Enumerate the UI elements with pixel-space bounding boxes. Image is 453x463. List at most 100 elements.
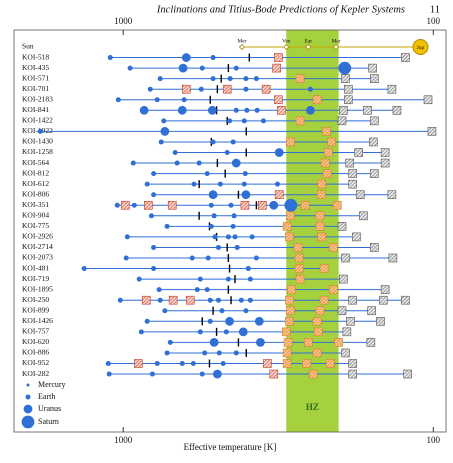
predicted-planet bbox=[285, 316, 294, 326]
planet bbox=[210, 55, 216, 61]
hz-label: HZ bbox=[306, 402, 319, 412]
legend-marker bbox=[23, 404, 33, 414]
solar-planet bbox=[332, 43, 340, 51]
planet bbox=[228, 202, 234, 208]
planet bbox=[306, 105, 315, 115]
planet bbox=[156, 287, 162, 293]
predicted-planet bbox=[294, 264, 304, 273]
planet bbox=[151, 171, 157, 177]
predicted-planet bbox=[295, 274, 305, 284]
predicted-planet bbox=[348, 295, 357, 305]
predicted-planet bbox=[261, 84, 271, 94]
predicted-planet bbox=[339, 106, 348, 115]
planet bbox=[174, 160, 180, 166]
predicted-planet bbox=[294, 253, 304, 263]
planet bbox=[127, 65, 133, 71]
predicted-planet bbox=[286, 211, 295, 221]
page-number: 11 bbox=[430, 4, 440, 15]
predicted-planet bbox=[329, 285, 338, 294]
row-label: KOI-282 bbox=[22, 369, 49, 378]
planet bbox=[202, 350, 208, 356]
predicted-planet bbox=[282, 222, 292, 231]
predicted-planet bbox=[346, 316, 355, 326]
predicted-planet bbox=[274, 190, 284, 199]
predicted-planet bbox=[319, 264, 329, 273]
planet bbox=[172, 150, 178, 155]
planet bbox=[205, 255, 211, 261]
planet bbox=[154, 97, 160, 103]
row-label: KOI-775 bbox=[22, 221, 49, 230]
predicted-planet bbox=[295, 74, 305, 83]
planet bbox=[220, 361, 226, 366]
planet bbox=[234, 244, 240, 250]
planet bbox=[179, 361, 185, 366]
predicted-planet bbox=[369, 169, 379, 178]
planet bbox=[115, 97, 121, 103]
planet bbox=[107, 55, 113, 61]
planet bbox=[219, 308, 225, 314]
row-label: KOI-904 bbox=[22, 211, 49, 220]
row-label: KOI-719 bbox=[22, 274, 49, 283]
predicted-planet bbox=[240, 200, 250, 210]
predicted-planet bbox=[133, 359, 143, 368]
predicted-planet bbox=[380, 148, 390, 157]
planet bbox=[230, 223, 236, 229]
planet bbox=[154, 361, 160, 366]
planet bbox=[181, 53, 191, 62]
row-label: KOI-1430 bbox=[22, 137, 53, 146]
planet bbox=[196, 160, 202, 166]
row-label: Sun bbox=[22, 42, 34, 51]
row-label: KOI-1922 bbox=[22, 126, 53, 135]
row-label: KOI-620 bbox=[22, 337, 49, 346]
planet bbox=[260, 118, 266, 124]
predicted-planet bbox=[272, 63, 281, 73]
row-label: KOI-806 bbox=[22, 189, 49, 198]
predicted-planet bbox=[341, 74, 350, 83]
predicted-planet bbox=[369, 243, 379, 252]
predicted-planet bbox=[369, 137, 378, 147]
planet bbox=[144, 181, 150, 187]
planet bbox=[253, 76, 259, 82]
planet bbox=[243, 86, 249, 92]
planet bbox=[181, 97, 187, 103]
predicted-planet bbox=[327, 137, 336, 147]
predicted-planet bbox=[352, 232, 361, 242]
planet bbox=[243, 308, 249, 314]
predicted-planet bbox=[302, 359, 312, 368]
predicted-planet bbox=[369, 74, 379, 83]
predicted-planet bbox=[387, 190, 397, 199]
planet bbox=[199, 65, 205, 71]
predicted-planet bbox=[167, 200, 177, 210]
planet bbox=[197, 329, 203, 335]
predicted-planet bbox=[380, 285, 390, 294]
row-label: KOI-612 bbox=[22, 179, 49, 188]
predicted-planet bbox=[354, 148, 364, 157]
row-label: KOI-841 bbox=[22, 105, 49, 114]
predicted-planet bbox=[341, 348, 350, 358]
planet bbox=[247, 297, 253, 303]
predicted-planet bbox=[324, 148, 333, 157]
planet bbox=[274, 148, 284, 157]
planet bbox=[164, 223, 170, 229]
row-label: KOI-2183 bbox=[22, 94, 53, 103]
predicted-planet bbox=[168, 295, 178, 305]
planet bbox=[123, 255, 129, 261]
planet bbox=[194, 287, 200, 293]
row-label: KOI-2714 bbox=[22, 242, 53, 251]
planet bbox=[233, 65, 239, 71]
predicted-planet bbox=[315, 222, 325, 231]
predicted-planet bbox=[282, 359, 292, 368]
predicted-planet bbox=[348, 169, 357, 178]
legend-label: Uranus bbox=[38, 404, 61, 413]
planet bbox=[227, 76, 233, 82]
predicted-planet bbox=[274, 95, 283, 105]
planet bbox=[254, 107, 260, 113]
solar-planet bbox=[305, 43, 312, 51]
x-axis-title: Effective temperature [K] bbox=[184, 442, 277, 452]
legend-label: Mercury bbox=[38, 380, 66, 389]
planet bbox=[191, 181, 197, 187]
predicted-planet bbox=[343, 95, 353, 105]
predicted-planet bbox=[334, 338, 343, 347]
planet bbox=[254, 316, 264, 326]
planet bbox=[130, 160, 136, 166]
